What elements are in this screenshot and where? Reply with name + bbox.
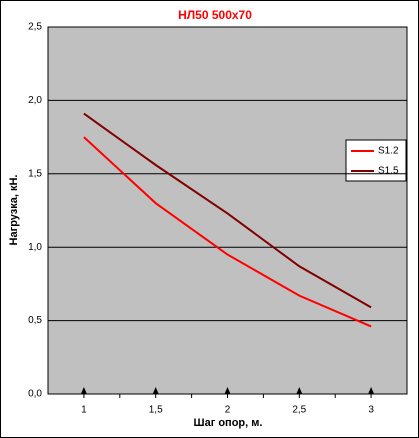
chart-title: НЛ50 500х70	[178, 8, 252, 22]
x-tick-mark	[368, 387, 375, 394]
x-tick-mark	[296, 387, 303, 394]
legend-label: S1.2	[378, 146, 399, 157]
legend-label: S1.5	[378, 166, 399, 177]
y-tick-label: 2,5	[28, 22, 42, 33]
y-tick-label: 1,5	[28, 168, 42, 179]
y-axis-label: Нагрузка, кН.	[8, 175, 20, 246]
x-tick-mark	[224, 387, 231, 394]
x-tick-label: 2	[225, 405, 231, 416]
x-tick-label: 1,5	[149, 405, 163, 416]
y-tick-label: 1,0	[28, 242, 42, 253]
x-axis-label: Шаг опор, м.	[194, 417, 263, 429]
y-tick-label: 0,5	[28, 315, 42, 326]
x-tick-mark	[80, 387, 87, 394]
x-tick-label: 3	[368, 405, 374, 416]
plot-area	[48, 27, 407, 394]
series-line	[83, 136, 372, 328]
series-line	[83, 112, 372, 309]
x-tick-mark	[152, 387, 159, 394]
y-tick-label: 2,0	[28, 95, 42, 106]
y-tick-label: 0,0	[28, 389, 42, 400]
x-tick-label: 1	[81, 405, 87, 416]
x-tick-label: 2,5	[292, 405, 306, 416]
